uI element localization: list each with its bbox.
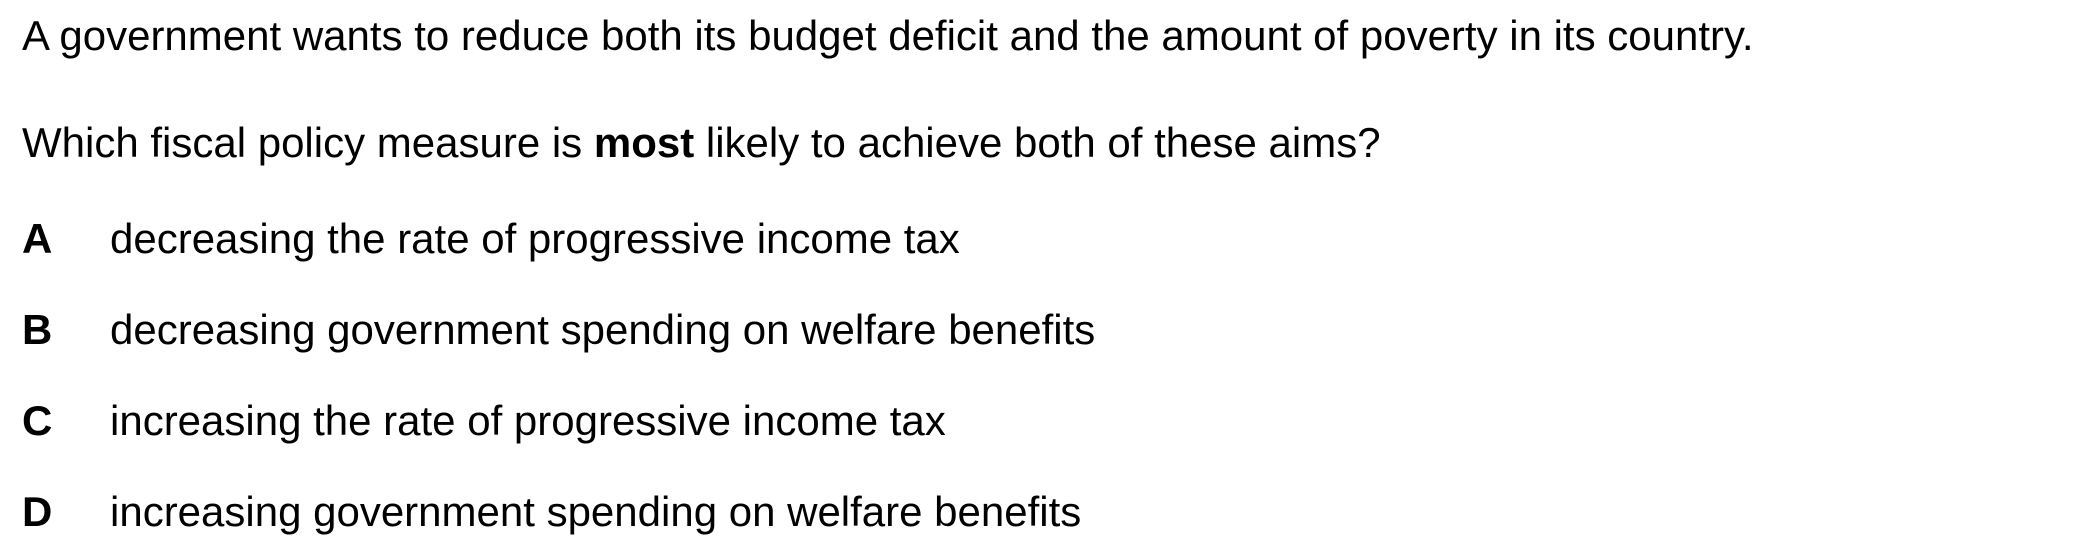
option-text: decreasing government spending on welfar…	[110, 306, 1096, 353]
question-prompt-end: likely to achieve both of these aims?	[694, 119, 1381, 166]
question-prompt-emphasis: most	[593, 119, 695, 166]
option-text: increasing the rate of progressive incom…	[110, 397, 946, 444]
question-prompt: Which fiscal policy measure is most like…	[22, 119, 1381, 167]
option-text: increasing government spending on welfar…	[110, 488, 1082, 535]
option-letter: D	[22, 488, 53, 535]
option-letter: B	[22, 306, 53, 353]
option-text: decreasing the rate of progressive incom…	[110, 215, 960, 262]
question-intro: A government wants to reduce both its bu…	[22, 12, 1754, 59]
option-letter: A	[22, 215, 53, 262]
option-letter: C	[22, 397, 53, 444]
question-prompt-start: Which fiscal policy measure is	[22, 119, 594, 166]
